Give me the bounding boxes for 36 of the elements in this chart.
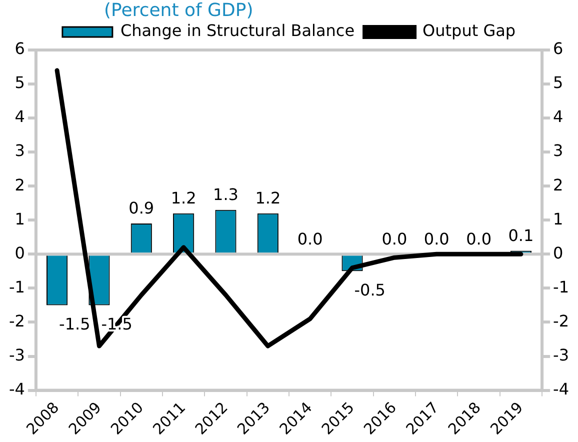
y-tick-label: 5 xyxy=(14,73,25,92)
y2-tick-label: -4 xyxy=(553,379,569,398)
y-tick-label: 1 xyxy=(14,209,25,228)
y2-tick-label: 5 xyxy=(553,73,564,92)
data-label: 0.0 xyxy=(466,229,492,248)
y2-tick-label: -1 xyxy=(553,277,569,296)
y2-tick-label: 4 xyxy=(553,107,564,126)
data-label: 1.2 xyxy=(170,188,196,208)
chart-title: (Percent of GDP) xyxy=(104,0,254,21)
y2-tick-label: -3 xyxy=(553,345,569,364)
data-label: -1.5 xyxy=(59,314,90,334)
y-tick-label: 3 xyxy=(14,141,25,160)
data-label: 1.2 xyxy=(255,188,281,208)
data-label: -0.5 xyxy=(354,280,386,300)
data-label: 0.0 xyxy=(297,229,323,248)
data-label: 1.3 xyxy=(213,185,238,204)
legend-label: Output Gap xyxy=(422,21,516,40)
y-tick-label: 6 xyxy=(14,39,25,58)
y2-tick-label: 6 xyxy=(553,39,564,58)
y2-tick-label: -2 xyxy=(553,311,569,330)
y2-tick-label: 3 xyxy=(553,141,564,160)
y-tick-label: -3 xyxy=(9,345,25,364)
y2-tick-label: 1 xyxy=(553,209,564,228)
data-label: 0.0 xyxy=(424,229,450,248)
y-tick-label: 0 xyxy=(14,243,25,262)
y-tick-label: -2 xyxy=(9,311,25,330)
legend-label: Change in Structural Balance xyxy=(120,21,355,40)
y-tick-label: 2 xyxy=(14,175,25,194)
data-label: 0.0 xyxy=(382,229,408,248)
data-label: 0.9 xyxy=(128,198,154,218)
y2-tick-label: 0 xyxy=(553,243,564,262)
y2-tick-label: 2 xyxy=(553,175,564,194)
y-tick-label: -1 xyxy=(9,277,25,296)
y-tick-label: -4 xyxy=(9,379,25,398)
data-label: 0.1 xyxy=(508,226,534,245)
y-tick-label: 4 xyxy=(14,107,25,126)
